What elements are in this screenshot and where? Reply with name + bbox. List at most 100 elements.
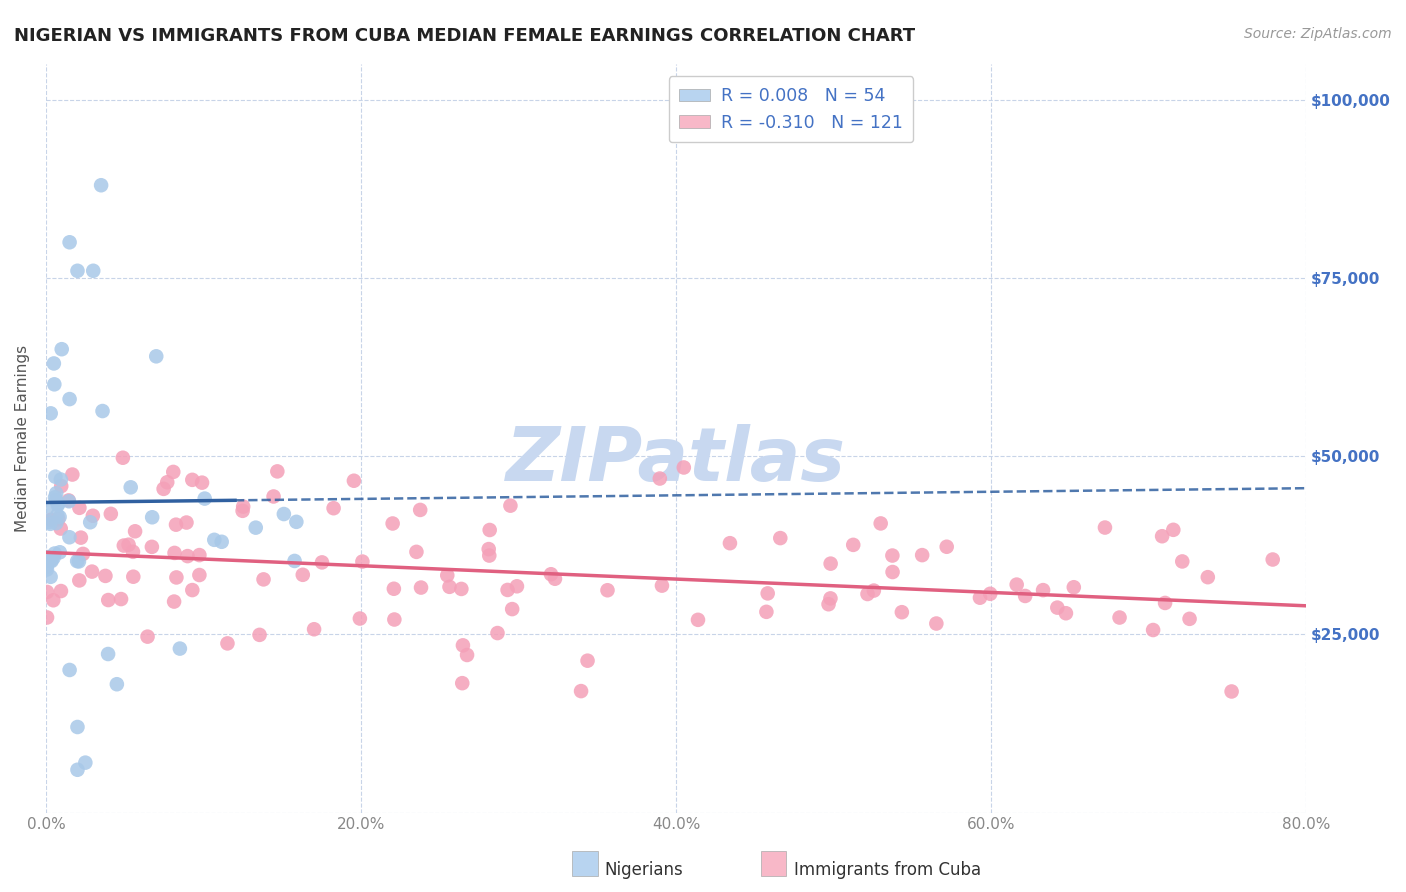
Point [266, 464, 288, 478]
Point [181, 473, 204, 487]
Point [97, 593, 120, 607]
Point [718, 536, 741, 550]
Point [58, 494, 80, 508]
Text: NIGERIAN VS IMMIGRANTS FROM CUBA MEDIAN FEMALE EARNINGS CORRELATION CHART: NIGERIAN VS IMMIGRANTS FROM CUBA MEDIAN … [14, 27, 915, 45]
Point [540, 567, 562, 582]
Point [70, 531, 93, 545]
Point [41, 554, 63, 568]
Point [66, 264, 89, 278]
Point [97, 647, 120, 661]
Point [451, 638, 474, 652]
Point [1220, 684, 1243, 698]
Point [58, 493, 80, 508]
Point [755, 605, 778, 619]
Text: ZIPatlas: ZIPatlas [506, 425, 846, 497]
Point [165, 570, 187, 584]
Point [478, 542, 501, 557]
Point [382, 613, 405, 627]
Point [59, 235, 82, 250]
Point [284, 554, 307, 568]
Point [176, 549, 198, 563]
Point [451, 676, 474, 690]
Point [42, 593, 65, 607]
Point [75, 756, 97, 770]
Point [79, 515, 101, 529]
Point [478, 523, 501, 537]
Point [141, 510, 163, 524]
Point [72, 547, 94, 561]
Point [842, 538, 865, 552]
Point [35, 610, 58, 624]
Point [863, 583, 886, 598]
Point [165, 517, 187, 532]
Point [39, 516, 62, 531]
Point [188, 548, 211, 562]
Point [232, 504, 254, 518]
Point [302, 622, 325, 636]
Point [176, 516, 198, 530]
Point [39, 554, 62, 568]
Point [163, 594, 186, 608]
Point [249, 628, 271, 642]
Point [211, 534, 233, 549]
Point [46, 498, 69, 512]
Point [450, 582, 472, 596]
Point [1261, 552, 1284, 566]
Point [38, 515, 60, 529]
Point [46, 508, 69, 523]
Point [1154, 596, 1177, 610]
Point [120, 480, 142, 494]
Point [672, 460, 695, 475]
Point [869, 516, 891, 531]
Point [1046, 600, 1069, 615]
Point [60, 467, 83, 482]
Point [49, 545, 72, 559]
Point [163, 546, 186, 560]
Point [478, 549, 501, 563]
Point [686, 613, 709, 627]
Point [35, 559, 58, 574]
Point [486, 626, 509, 640]
Point [409, 503, 432, 517]
Point [245, 521, 267, 535]
Point [66, 554, 89, 568]
Point [439, 580, 461, 594]
Point [39, 513, 62, 527]
Point [39, 406, 62, 420]
Point [59, 392, 82, 406]
Point [145, 349, 167, 363]
Point [322, 501, 344, 516]
Point [651, 579, 673, 593]
Point [44, 547, 66, 561]
Point [191, 475, 214, 490]
Text: Source: ZipAtlas.com: Source: ZipAtlas.com [1244, 27, 1392, 41]
Point [1142, 623, 1164, 637]
Point [409, 581, 432, 595]
Point [100, 507, 122, 521]
Point [82, 508, 104, 523]
Point [90, 178, 112, 193]
Point [1152, 529, 1174, 543]
Point [1163, 523, 1185, 537]
Point [969, 591, 991, 605]
Point [499, 499, 522, 513]
Point [1054, 606, 1077, 620]
Point [1197, 570, 1219, 584]
Point [856, 587, 879, 601]
Point [66, 720, 89, 734]
Point [405, 545, 427, 559]
Point [111, 450, 134, 465]
Point [48, 497, 70, 511]
Point [181, 583, 204, 598]
Point [80, 565, 103, 579]
Point [194, 491, 217, 506]
Text: Immigrants from Cuba: Immigrants from Cuba [794, 861, 981, 879]
Point [925, 616, 948, 631]
Point [44, 491, 66, 505]
Point [152, 482, 174, 496]
Point [51, 479, 73, 493]
Point [648, 471, 671, 485]
Point [122, 570, 145, 584]
Point [890, 605, 912, 619]
Point [112, 539, 135, 553]
